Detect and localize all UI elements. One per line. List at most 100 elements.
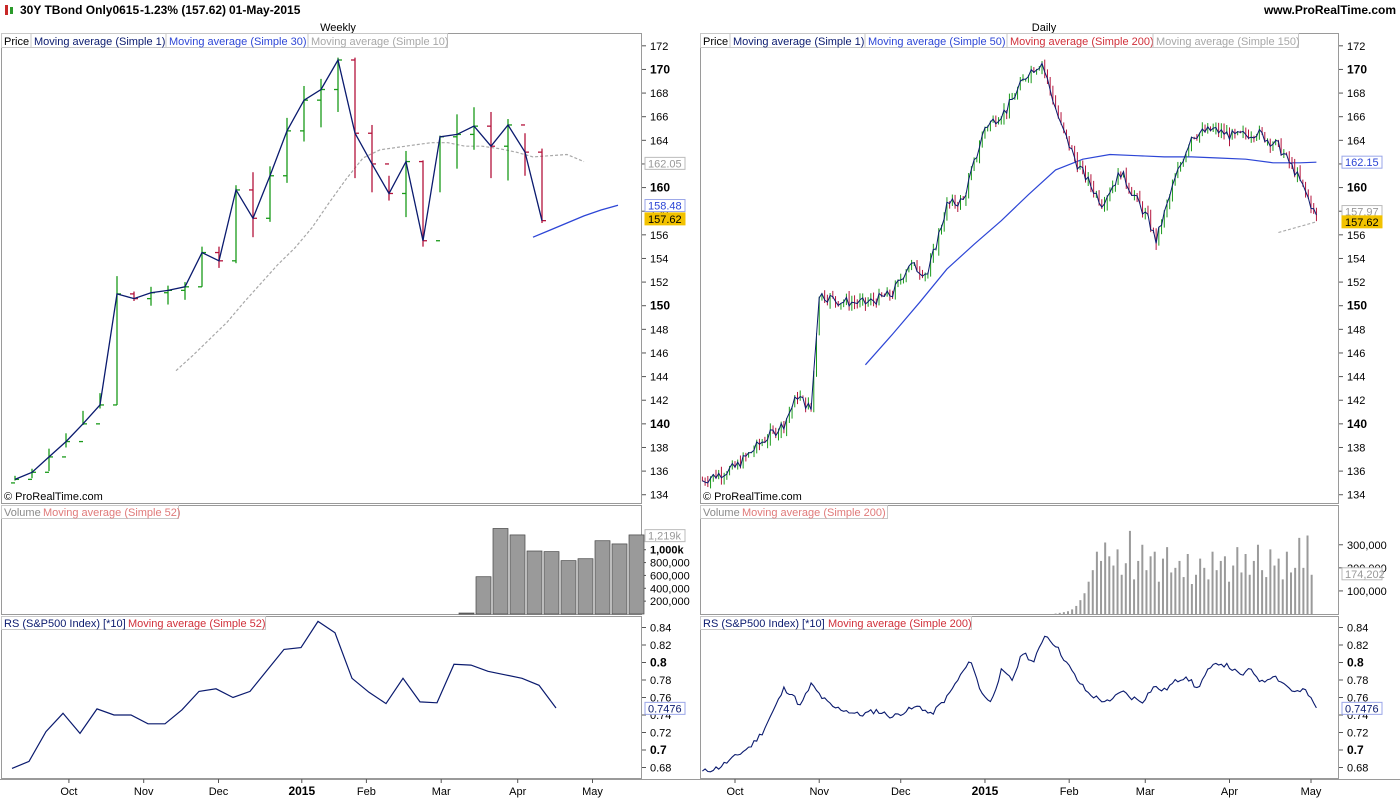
- daily-ma50-value: 162.15: [1345, 157, 1379, 169]
- weekly-rs-tick-label: 0.72: [650, 728, 671, 740]
- daily-volume-tick-label: 300,000: [1347, 540, 1387, 552]
- daily-price-tick-label: 168: [1347, 88, 1365, 100]
- weekly-volume-bar: [526, 550, 543, 615]
- weekly-ma30-value: 158.48: [648, 201, 682, 213]
- daily-price-tick-label: 156: [1347, 230, 1365, 242]
- daily-rs-tick-label: 0.84: [1347, 623, 1368, 635]
- daily-price-tick-label: 172: [1347, 41, 1365, 53]
- weekly-volume-bar: [577, 558, 594, 615]
- daily-rs-legend: RS (S&P500 Index) [*10]: [703, 618, 825, 630]
- weekly-x-label: Dec: [209, 786, 229, 798]
- weekly-x-label: 2015: [288, 784, 315, 798]
- weekly-volume-tick-label: 1,000k: [650, 545, 685, 557]
- weekly-price-tick-label: 152: [650, 277, 668, 289]
- weekly-price-tick-label: 154: [650, 253, 668, 265]
- daily-rs-tick-label: 0.76: [1347, 693, 1368, 705]
- daily-rs-panel[interactable]: [700, 616, 1339, 779]
- weekly-price-tick-label: 164: [650, 135, 668, 147]
- daily-rs-ma-legend: Moving average (Simple 200): [828, 618, 972, 630]
- weekly-price-tick-label: 140: [650, 417, 670, 431]
- daily-x-label: Apr: [1221, 786, 1238, 798]
- daily-price-tick-label: 160: [1347, 181, 1367, 195]
- weekly-last-price-box: [644, 212, 686, 226]
- daily-rs-tick-label: 0.68: [1347, 763, 1368, 775]
- weekly-price-tick-label: 148: [650, 324, 668, 336]
- weekly-price-tick-label: 134: [650, 490, 668, 502]
- weekly-legend-ma10: Moving average (Simple 10): [311, 36, 449, 48]
- daily-rs-tick-label: 0.8: [1347, 656, 1364, 670]
- site-url: www.ProRealTime.com: [1263, 3, 1396, 17]
- weekly-x-label: Nov: [134, 786, 154, 798]
- weekly-rs-tick-label: 0.78: [650, 675, 671, 687]
- weekly-rs-tick-label: 0.68: [650, 763, 671, 775]
- instrument-title: 30Y TBond Only0615: [20, 3, 140, 17]
- weekly-rs-line: [11, 620, 557, 769]
- weekly-rs-last: 0.7476: [648, 703, 682, 715]
- weekly-price-tick-label: 172: [650, 41, 668, 53]
- daily-price-tick-label: 152: [1347, 277, 1365, 289]
- daily-copyright: © ProRealTime.com: [703, 491, 802, 503]
- daily-volume-avg-box: [1341, 567, 1383, 581]
- daily-volume-tick-label: 100,000: [1347, 586, 1387, 598]
- weekly-legend-ma1: Moving average (Simple 1): [34, 36, 165, 48]
- weekly-volume-bar: [560, 560, 577, 615]
- weekly-rs-tick-label: 0.84: [650, 623, 671, 635]
- daily-price-tick-label: 146: [1347, 348, 1365, 360]
- weekly-volume-ma-legend: Moving average (Simple 52): [43, 507, 181, 519]
- weekly-volume-bar: [594, 540, 611, 615]
- weekly-legend-ma30: Moving average (Simple 30): [169, 36, 307, 48]
- weekly-volume-bar: [475, 576, 492, 615]
- weekly-rs-ma-legend: Moving average (Simple 52): [128, 618, 266, 630]
- daily-rs-tick-label: 0.78: [1347, 675, 1368, 687]
- daily-volume-panel[interactable]: [700, 505, 1339, 615]
- daily-price-tick-label: 170: [1347, 62, 1367, 76]
- weekly-volume-bar: [611, 543, 628, 615]
- weekly-title: Weekly: [320, 22, 356, 34]
- weekly-rs-tick-label: 0.8: [650, 656, 667, 670]
- daily-rs-tick-label: 0.7: [1347, 743, 1364, 757]
- weekly-volume-legend: Volume: [4, 507, 41, 519]
- daily-legend-ma200: Moving average (Simple 200): [1010, 36, 1154, 48]
- daily-x-label: Nov: [809, 786, 829, 798]
- daily-x-label: Feb: [1060, 786, 1079, 798]
- weekly-price-tick-label: 166: [650, 112, 668, 124]
- weekly-volume-tick-label: 400,000: [650, 583, 690, 595]
- weekly-volume-tick-label: 600,000: [650, 570, 690, 582]
- weekly-rs-last-box: [644, 701, 686, 715]
- weekly-x-label: May: [582, 786, 603, 798]
- weekly-legend-price: Price: [4, 36, 29, 48]
- daily-price-tick-label: 138: [1347, 442, 1365, 454]
- daily-price-panel[interactable]: [700, 33, 1339, 504]
- top-bar: 30Y TBond Only0615 -1.23% (157.62) 01-Ma…: [0, 0, 1400, 20]
- weekly-price-tick-label: 146: [650, 348, 668, 360]
- weekly-ma1-line: [14, 58, 543, 480]
- daily-rs-last-box: [1341, 701, 1383, 715]
- weekly-price-tick-label: 168: [650, 88, 668, 100]
- weekly-legend: Price Moving average (Simple 1) Moving a…: [1, 33, 449, 48]
- weekly-volume-bar: [509, 534, 526, 615]
- weekly-rs-tick-label: 0.82: [650, 640, 671, 652]
- weekly-ma30-value-box: [644, 199, 686, 213]
- daily-price-tick-label: 166: [1347, 112, 1365, 124]
- weekly-price-tick-label: 156: [650, 230, 668, 242]
- daily-price-tick-label: 150: [1347, 299, 1367, 313]
- daily-rs-last: 0.7476: [1345, 703, 1379, 715]
- daily-price-tick-label: 164: [1347, 135, 1365, 147]
- daily-legend: Price Moving average (Simple 1) Moving a…: [700, 33, 1300, 48]
- weekly-rs-panel[interactable]: [1, 616, 642, 779]
- daily-price-tick-label: 144: [1347, 372, 1365, 384]
- weekly-volume-last: 1,219k: [648, 531, 682, 543]
- daily-x-label: 2015: [972, 784, 999, 798]
- daily-rs-line: [702, 635, 1317, 773]
- daily-legend-ma1: Moving average (Simple 1): [733, 36, 864, 48]
- daily-price-tick-label: 134: [1347, 490, 1365, 502]
- candlestick-logo-icon: [5, 5, 13, 15]
- weekly-price-tick-label: 138: [650, 442, 668, 454]
- weekly-volume-last-box: [644, 529, 686, 543]
- weekly-rs-legend: RS (S&P500 Index) [*10]: [4, 618, 126, 630]
- daily-ma50-value-box: [1341, 155, 1383, 169]
- weekly-copyright: © ProRealTime.com: [4, 491, 103, 503]
- weekly-ma10-value-box: [644, 156, 686, 170]
- weekly-volume-bar: [492, 528, 509, 615]
